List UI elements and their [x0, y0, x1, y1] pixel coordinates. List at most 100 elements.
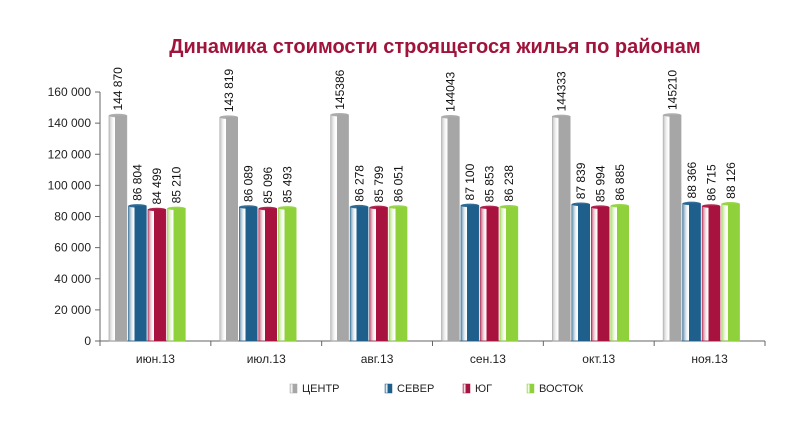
- data-label: 86 804: [131, 164, 145, 201]
- legend-label: ВОСТОК: [539, 383, 584, 395]
- bar-cap: [663, 113, 682, 117]
- legend-swatch: [526, 383, 535, 394]
- data-labels: 144 870 86 804 84 499 85 210 143 819 86 089 85…: [111, 67, 738, 205]
- data-label: 85 994: [594, 165, 608, 202]
- bar-cap: [167, 206, 186, 211]
- bar-cap: [480, 205, 499, 210]
- bar-ВОСТОК-июл.13: [278, 207, 297, 342]
- bar-cap: [571, 202, 590, 207]
- y-tick-label: 40 000: [54, 272, 91, 286]
- bar-ВОСТОК-авг.13: [388, 206, 408, 342]
- bar-cap: [460, 203, 479, 208]
- bar-ЦЕНТР-ноя.13: [662, 114, 682, 342]
- bar-cap: [499, 204, 518, 209]
- bar-cap: [330, 112, 349, 117]
- bar-ЮГ-ноя.13: [701, 205, 721, 342]
- bar-СЕВЕР-сен.13: [460, 205, 480, 342]
- legend-label: ЮГ: [475, 383, 492, 395]
- bar-ЦЕНТР-авг.13: [330, 114, 349, 342]
- bar-СЕВЕР-ноя.13: [682, 203, 701, 342]
- data-label: 144 870: [111, 67, 125, 111]
- bar-ВОСТОК-сен.13: [499, 206, 519, 342]
- bar-cap: [552, 114, 571, 119]
- bar-ВОСТОК-июн.13: [167, 208, 186, 342]
- bar-cap: [258, 206, 277, 211]
- bar-cap: [702, 204, 721, 208]
- bar-cap: [610, 203, 629, 208]
- bar-ЮГ-июн.13: [147, 209, 167, 342]
- data-label: 87 839: [574, 162, 588, 199]
- bar-cap: [441, 115, 460, 119]
- data-label: 85 799: [372, 165, 386, 202]
- legend-label: СЕВЕР: [397, 383, 434, 395]
- bar-cap: [389, 205, 408, 209]
- bar-cap: [239, 205, 258, 209]
- bar-cap: [721, 202, 740, 206]
- y-tick-label: 60 000: [54, 241, 91, 255]
- bar-ЮГ-сен.13: [480, 207, 499, 342]
- x-tick-label: ноя.13: [691, 352, 728, 366]
- bar-ЦЕНТР-июн.13: [108, 115, 128, 342]
- x-tick-label: сен.13: [470, 352, 506, 366]
- y-tick-label: 160 000: [48, 85, 92, 99]
- data-label: 87 100: [463, 163, 477, 200]
- bar-cap: [147, 207, 166, 212]
- y-tick-label: 100 000: [48, 178, 92, 192]
- y-tick-label: 20 000: [54, 303, 91, 317]
- legend-label: ЦЕНТР: [302, 383, 339, 395]
- data-label: 84 499: [150, 167, 164, 204]
- bar-cap: [219, 115, 238, 119]
- data-label: 86 238: [502, 165, 516, 202]
- bar-ЦЕНТР-сен.13: [441, 116, 460, 342]
- data-label: 85 853: [483, 165, 497, 202]
- bar-ВОСТОК-окт.13: [610, 205, 629, 342]
- bar-ВОСТОК-ноя.13: [721, 203, 740, 342]
- legend: ЦЕНТР СЕВЕР ЮГ ВОСТОК: [289, 383, 584, 395]
- data-label: 86 885: [613, 164, 627, 201]
- bar-cap: [682, 201, 701, 206]
- data-label: 145210: [665, 70, 679, 110]
- bar-cap: [278, 206, 297, 210]
- data-label: 144043: [444, 71, 458, 111]
- y-tick-label: 140 000: [48, 116, 92, 130]
- bar-ЦЕНТР-июл.13: [219, 116, 238, 342]
- x-tick-label: июн.13: [136, 352, 175, 366]
- bar-cap: [128, 204, 147, 208]
- legend-swatch: [384, 383, 393, 394]
- bar-ЮГ-окт.13: [591, 206, 610, 342]
- data-label: 86 278: [352, 165, 366, 202]
- bar-cap: [350, 204, 369, 209]
- x-tick-label: июл.13: [247, 352, 286, 366]
- bar-СЕВЕР-июн.13: [128, 205, 147, 342]
- data-label: 88 126: [724, 162, 738, 199]
- bar-ЦЕНТР-окт.13: [552, 116, 571, 342]
- legend-swatch: [289, 383, 298, 394]
- bar-ЮГ-июл.13: [258, 208, 277, 342]
- data-label: 85 493: [281, 166, 295, 203]
- data-label: 86 051: [391, 165, 405, 202]
- data-label: 85 096: [261, 167, 275, 204]
- data-label: 86 715: [704, 164, 718, 201]
- bar-ЮГ-авг.13: [369, 207, 388, 342]
- axes: 0 20 000 40 000 60 000 80 000 100 000 120 000 1…: [48, 85, 766, 366]
- legend-swatch: [462, 383, 471, 394]
- x-tick-label: авг.13: [361, 352, 394, 366]
- bar-cap: [591, 205, 610, 209]
- bars: [108, 112, 740, 342]
- data-label: 143 819: [222, 68, 236, 112]
- y-tick-label: 120 000: [48, 147, 92, 161]
- bar-СЕВЕР-июл.13: [239, 206, 258, 342]
- data-label: 88 366: [685, 161, 699, 198]
- bar-СЕВЕР-окт.13: [571, 204, 590, 342]
- data-label: 85 210: [170, 166, 184, 203]
- data-label: 144333: [555, 71, 569, 111]
- data-label: 86 089: [242, 165, 256, 202]
- y-tick-label: 0: [84, 334, 91, 348]
- y-tick-label: 80 000: [54, 210, 91, 224]
- bar-cap: [108, 113, 127, 118]
- data-label: 145386: [333, 69, 347, 109]
- chart-title: Динамика стоимости строящегося жилья по …: [169, 36, 701, 58]
- x-tick-label: окт.13: [582, 352, 615, 366]
